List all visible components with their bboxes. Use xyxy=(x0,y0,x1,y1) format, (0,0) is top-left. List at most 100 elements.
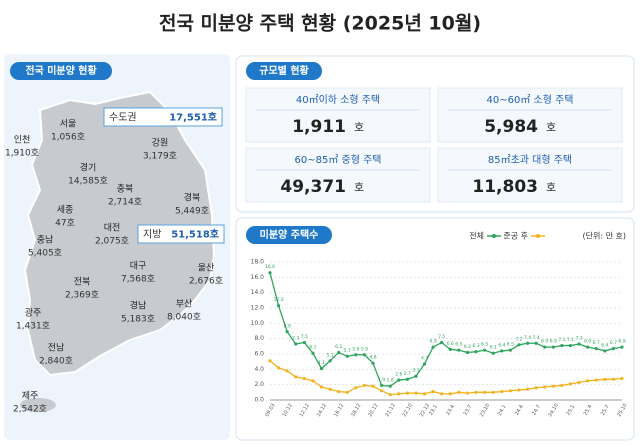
region-value: 7,568호 xyxy=(121,274,155,285)
legend-marker xyxy=(536,234,540,238)
data-point xyxy=(405,377,409,381)
region-name: 경기 xyxy=(80,162,97,174)
data-point xyxy=(422,362,427,366)
data-point xyxy=(457,348,461,352)
x-tick-label: 25.4 xyxy=(583,404,594,417)
region-value: 1,910호 xyxy=(5,148,39,159)
y-tick-label: 2.0 xyxy=(254,381,264,388)
data-label: 6.5 xyxy=(481,342,488,348)
data-point xyxy=(448,392,452,396)
data-point xyxy=(276,366,281,370)
y-tick-label: 12.0 xyxy=(251,305,265,312)
region-value: 5,405호 xyxy=(28,248,62,259)
size-card-value: 5,984 xyxy=(484,117,538,137)
data-point xyxy=(397,378,401,382)
region-name: 서울 xyxy=(60,119,77,130)
data-label: 6.9 xyxy=(618,339,625,345)
data-point xyxy=(268,359,272,363)
region-value: 2,075호 xyxy=(95,236,129,247)
size-card-value: 11,803 xyxy=(472,177,538,197)
data-label: 6.7 xyxy=(593,340,600,346)
data-point xyxy=(534,341,538,345)
data-label: 2.7 xyxy=(404,371,411,377)
region-name: 광주 xyxy=(25,307,42,319)
data-label: 6.5 xyxy=(507,342,514,348)
region-name: 충북 xyxy=(117,184,134,195)
data-point xyxy=(534,386,538,390)
region-value: 1,056호 xyxy=(51,132,85,143)
size-card-unit: 호 xyxy=(546,181,556,194)
data-point xyxy=(388,393,392,397)
data-point xyxy=(319,385,324,389)
region-name: 대전 xyxy=(104,223,121,234)
data-label: 6.3 xyxy=(472,343,479,349)
data-point xyxy=(620,376,624,381)
x-tick-label: 25.7 xyxy=(600,404,611,417)
data-point xyxy=(440,340,444,345)
data-point xyxy=(568,343,573,348)
data-point xyxy=(285,330,289,334)
data-point xyxy=(362,353,367,357)
data-label: 6.2 xyxy=(464,344,471,350)
x-tick-label: 23.4 xyxy=(445,404,456,417)
data-point xyxy=(414,374,418,378)
callout-name: 수도권 xyxy=(109,112,137,124)
jeju-island xyxy=(20,398,56,412)
data-label: 6.4 xyxy=(601,342,608,348)
data-point xyxy=(551,345,555,349)
region-name: 경북 xyxy=(184,192,201,204)
data-point xyxy=(500,389,504,394)
data-label: 5.1 xyxy=(327,352,334,358)
region-value: 2,840호 xyxy=(39,356,73,367)
chart-title-tab xyxy=(246,226,332,244)
data-point xyxy=(594,347,598,351)
data-point xyxy=(302,376,306,381)
size-card xyxy=(245,87,431,143)
size-card-label: 85㎡초과 대형 주택 xyxy=(488,154,572,166)
data-point xyxy=(294,375,298,379)
map-heading: 전국 미분양 현황 xyxy=(25,64,97,77)
callout-name: 지방 xyxy=(143,229,161,241)
region-value: 3,179호 xyxy=(143,151,177,162)
chart-title: 미분양 주택수 xyxy=(260,228,319,241)
data-point xyxy=(405,391,409,395)
data-point xyxy=(577,380,581,384)
data-point xyxy=(276,304,281,308)
data-point xyxy=(603,349,607,353)
data-point xyxy=(525,387,530,391)
data-point xyxy=(474,350,478,354)
data-label: 7.2 xyxy=(515,336,522,342)
y-tick-label: 10.0 xyxy=(251,320,265,327)
data-point xyxy=(543,345,547,349)
data-point xyxy=(560,383,564,388)
region-value: 1,431호 xyxy=(16,321,50,332)
callout-box xyxy=(137,224,225,244)
y-tick-label: 16.0 xyxy=(251,274,265,281)
data-point xyxy=(380,383,384,388)
size-card xyxy=(437,87,623,143)
callout-box xyxy=(103,107,223,127)
region-name: 전남 xyxy=(48,343,65,354)
region-name: 부산 xyxy=(176,299,193,310)
data-point xyxy=(508,348,512,352)
region-value: 2,676호 xyxy=(189,276,223,287)
x-tick-label: 23.7 xyxy=(463,404,474,417)
data-label: 6.6 xyxy=(447,341,454,347)
size-card-label: 60~85㎡ 중형 주택 xyxy=(295,154,382,166)
data-label: 5.9 xyxy=(361,346,368,352)
region-name: 세종 xyxy=(57,205,74,216)
x-tick-label: 24.4 xyxy=(514,404,525,417)
data-point xyxy=(302,340,306,345)
data-label: 5.9 xyxy=(352,346,359,352)
data-point xyxy=(568,382,573,386)
data-label: 5.7 xyxy=(344,348,351,354)
data-point xyxy=(483,390,487,394)
map-heading-tab xyxy=(10,62,112,80)
data-label: 6.9 xyxy=(430,339,437,345)
region-name: 울산 xyxy=(198,263,215,274)
data-point xyxy=(345,390,349,394)
data-point xyxy=(474,390,478,394)
y-tick-label: 14.0 xyxy=(251,289,265,296)
x-tick-label: 24.7 xyxy=(531,404,542,417)
